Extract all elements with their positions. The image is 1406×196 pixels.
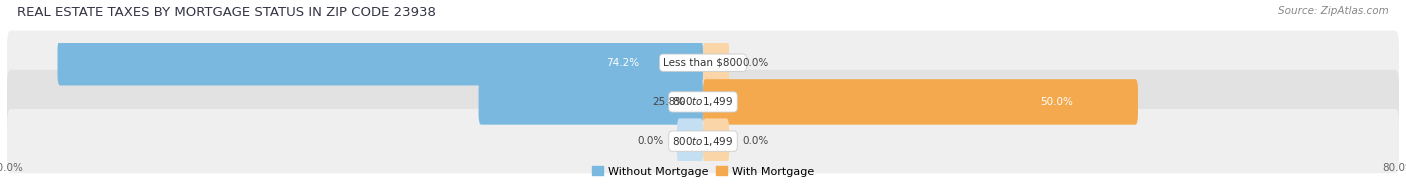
FancyBboxPatch shape [58,40,703,85]
Legend: Without Mortgage, With Mortgage: Without Mortgage, With Mortgage [588,162,818,181]
FancyBboxPatch shape [703,118,730,164]
FancyBboxPatch shape [703,79,1137,125]
Text: REAL ESTATE TAXES BY MORTGAGE STATUS IN ZIP CODE 23938: REAL ESTATE TAXES BY MORTGAGE STATUS IN … [17,6,436,19]
Text: $800 to $1,499: $800 to $1,499 [672,135,734,148]
Text: 25.8%: 25.8% [652,97,686,107]
Text: 50.0%: 50.0% [1040,97,1073,107]
FancyBboxPatch shape [676,118,703,164]
Text: 0.0%: 0.0% [742,136,769,146]
FancyBboxPatch shape [7,31,1399,95]
Text: 74.2%: 74.2% [606,58,640,68]
FancyBboxPatch shape [478,79,703,125]
FancyBboxPatch shape [7,109,1399,173]
FancyBboxPatch shape [7,70,1399,134]
Text: 0.0%: 0.0% [742,58,769,68]
Text: Source: ZipAtlas.com: Source: ZipAtlas.com [1278,6,1389,16]
FancyBboxPatch shape [703,40,730,85]
Text: Less than $800: Less than $800 [664,58,742,68]
Text: 0.0%: 0.0% [637,136,664,146]
Text: $800 to $1,499: $800 to $1,499 [672,95,734,108]
